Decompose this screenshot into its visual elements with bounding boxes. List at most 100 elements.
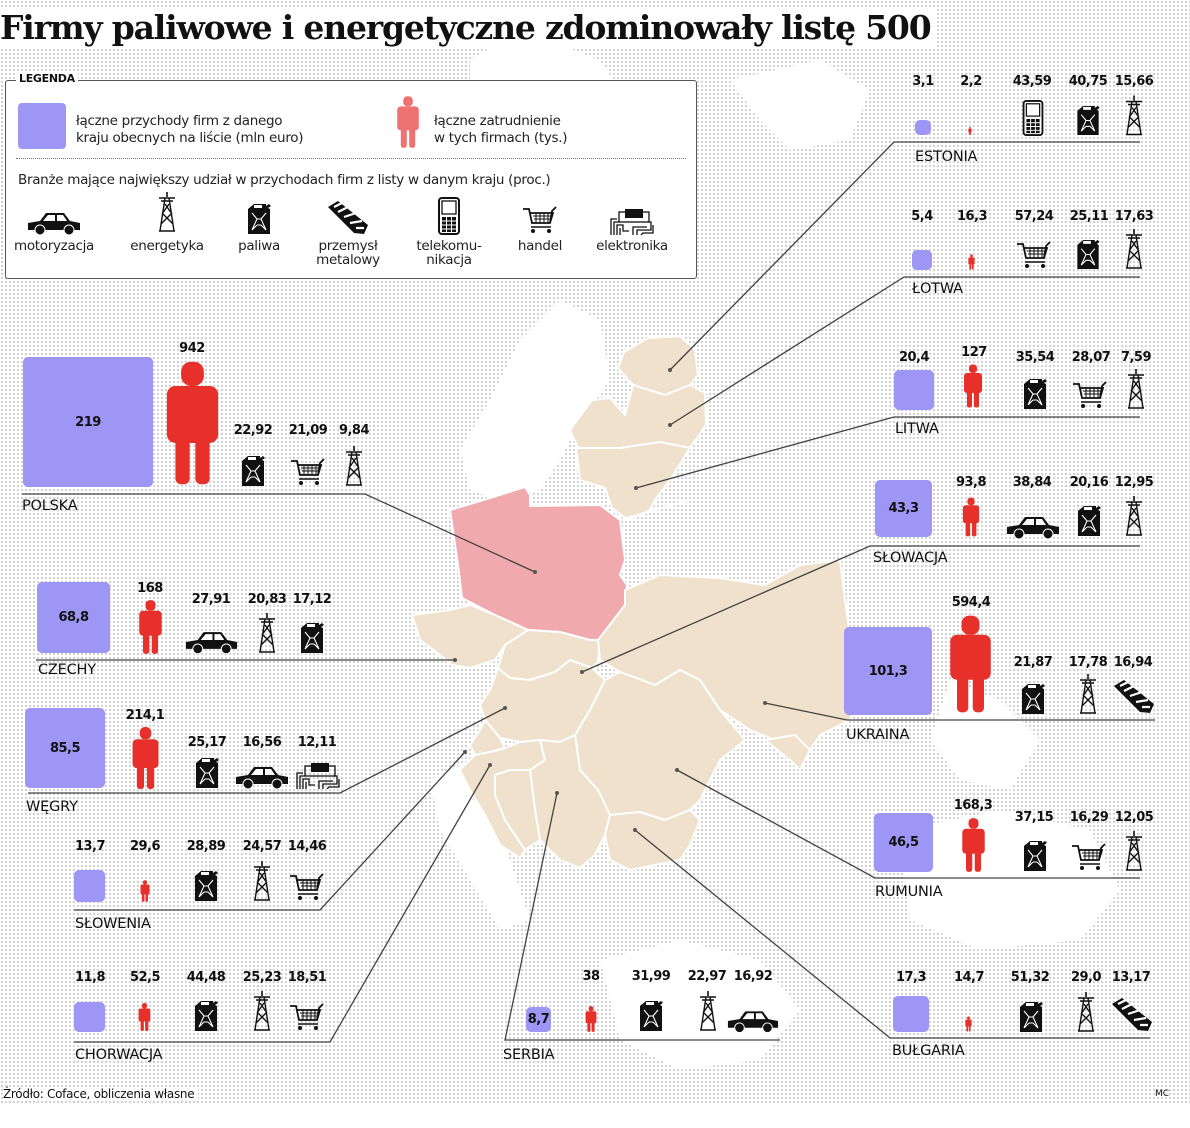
industry-share: 12,11 [297,735,337,750]
fuel-canister-icon [1022,840,1048,872]
revenue-square [74,1002,105,1032]
country-name: CHORWACJA [75,1047,163,1063]
shopping-cart-icon [523,205,557,235]
industry-share: 22,92 [233,423,273,438]
region-map [22,141,1155,1070]
country-name: ŁOTWA [912,281,963,297]
map-bosnia-montenegro [494,769,541,851]
industry-share: 28,07 [1071,350,1111,365]
car-icon [1005,515,1061,539]
map-estonia [617,335,699,396]
power-pylon-icon [1125,368,1147,410]
leader-lithuania [635,416,1140,489]
mobile-phone-icon [1022,100,1044,136]
industry-share: 12,95 [1114,475,1154,490]
country-name: POLSKA [22,498,78,514]
employment-value: 168,3 [953,798,993,813]
person-icon [962,818,985,872]
revenue-square: 219 [23,357,153,487]
leader-slovenia [74,751,466,911]
legend-separator [16,158,686,159]
industry-share: 16,56 [242,735,282,750]
country-name: LITWA [895,421,939,437]
fuel-canister-icon [193,1000,219,1032]
shopping-cart-icon [1073,380,1107,410]
revenue-value: 5,4 [911,209,933,224]
shopping-cart-icon [290,872,324,902]
legend-industry-motoryzacja: motoryzacja [4,189,104,253]
leader-ukraine [764,702,1155,721]
person-icon [166,361,219,485]
industry-share: 15,66 [1114,74,1154,89]
fuel-canister-icon [1075,239,1101,270]
legend-employment-label: łączne zatrudnienie w tych firmach (tys.… [434,113,568,146]
power-pylon-icon [1123,495,1145,537]
employment-value: 38 [582,969,600,984]
industry-share: 18,51 [287,970,327,985]
power-pylon-icon [697,990,719,1032]
leader-hungary [28,707,506,794]
legend-industry-elektronika: elektronika [582,189,682,253]
industry-share: 16,92 [733,969,773,984]
revenue-value: 17,3 [895,970,927,985]
aegean-sea-mask [600,940,800,1070]
industry-share: 28,89 [186,839,226,854]
employment-value: 2,2 [960,74,982,89]
leader-estonia [669,141,1140,371]
power-pylon-icon [1075,991,1097,1033]
industry-share: 13,17 [1111,970,1151,985]
legend-industry-handel: handel [490,189,590,253]
person-icon [585,1006,597,1032]
industry-share: 43,59 [1012,74,1052,89]
power-pylon-icon [256,612,278,654]
leader-latvia [669,276,1140,426]
employment-value: 14,7 [953,970,985,985]
industry-share: 21,09 [288,423,328,438]
country-name: WĘGRY [26,799,78,815]
revenue-value: 11,8 [74,970,106,985]
metal-ingot-icon [1112,680,1156,714]
revenue-square [893,996,929,1032]
country-name: SŁOWACJA [873,550,948,566]
industry-share: 22,97 [687,969,727,984]
fuel-canister-icon [1075,105,1101,136]
revenue-value: 20,4 [898,350,930,365]
employment-value: 16,3 [956,209,988,224]
country-name: RUMUNIA [875,884,943,900]
fuel-canister-icon [246,203,272,235]
electronics-icon [609,207,655,235]
legend-revenue-swatch [18,103,66,149]
employment-value: 168 [137,581,163,596]
leader-romania [676,769,1140,879]
industry-share: 9,84 [338,423,370,438]
power-pylon-icon [251,990,273,1032]
map-belarus-ukraine-north-blank [619,499,691,521]
industry-share: 17,12 [292,592,332,607]
revenue-square: 68,8 [37,582,110,653]
industry-share: 21,87 [1013,655,1053,670]
page-title: Firmy paliwowe i energetyczne zdominował… [0,8,937,47]
baltic-sea-mask [460,300,610,500]
map-lithuania [575,441,691,521]
revenue-square: 8,7 [526,1007,551,1032]
leader-serbia [504,792,780,1041]
fuel-canister-icon [1022,378,1048,410]
power-pylon-icon [343,445,365,487]
person-icon [964,364,982,408]
industry-share: 27,91 [191,592,231,607]
legend-revenue-label: łączne przychody firm z danego kraju obe… [76,113,304,146]
industry-share: 44,48 [186,970,226,985]
industry-share: 37,15 [1014,810,1054,825]
car-icon [26,211,82,235]
leader-slovakia [581,545,1140,673]
legend-person-icon [397,96,419,148]
industry-share: 40,75 [1068,74,1108,89]
map-moldova-crimea [764,734,811,771]
car-icon [726,1009,780,1033]
person-icon [139,600,162,654]
revenue-square [894,370,934,410]
industry-share: 16,29 [1069,810,1109,825]
shopping-cart-icon [1072,842,1106,872]
industry-share: 35,54 [1015,350,1055,365]
country-name: ESTONIA [915,149,978,165]
